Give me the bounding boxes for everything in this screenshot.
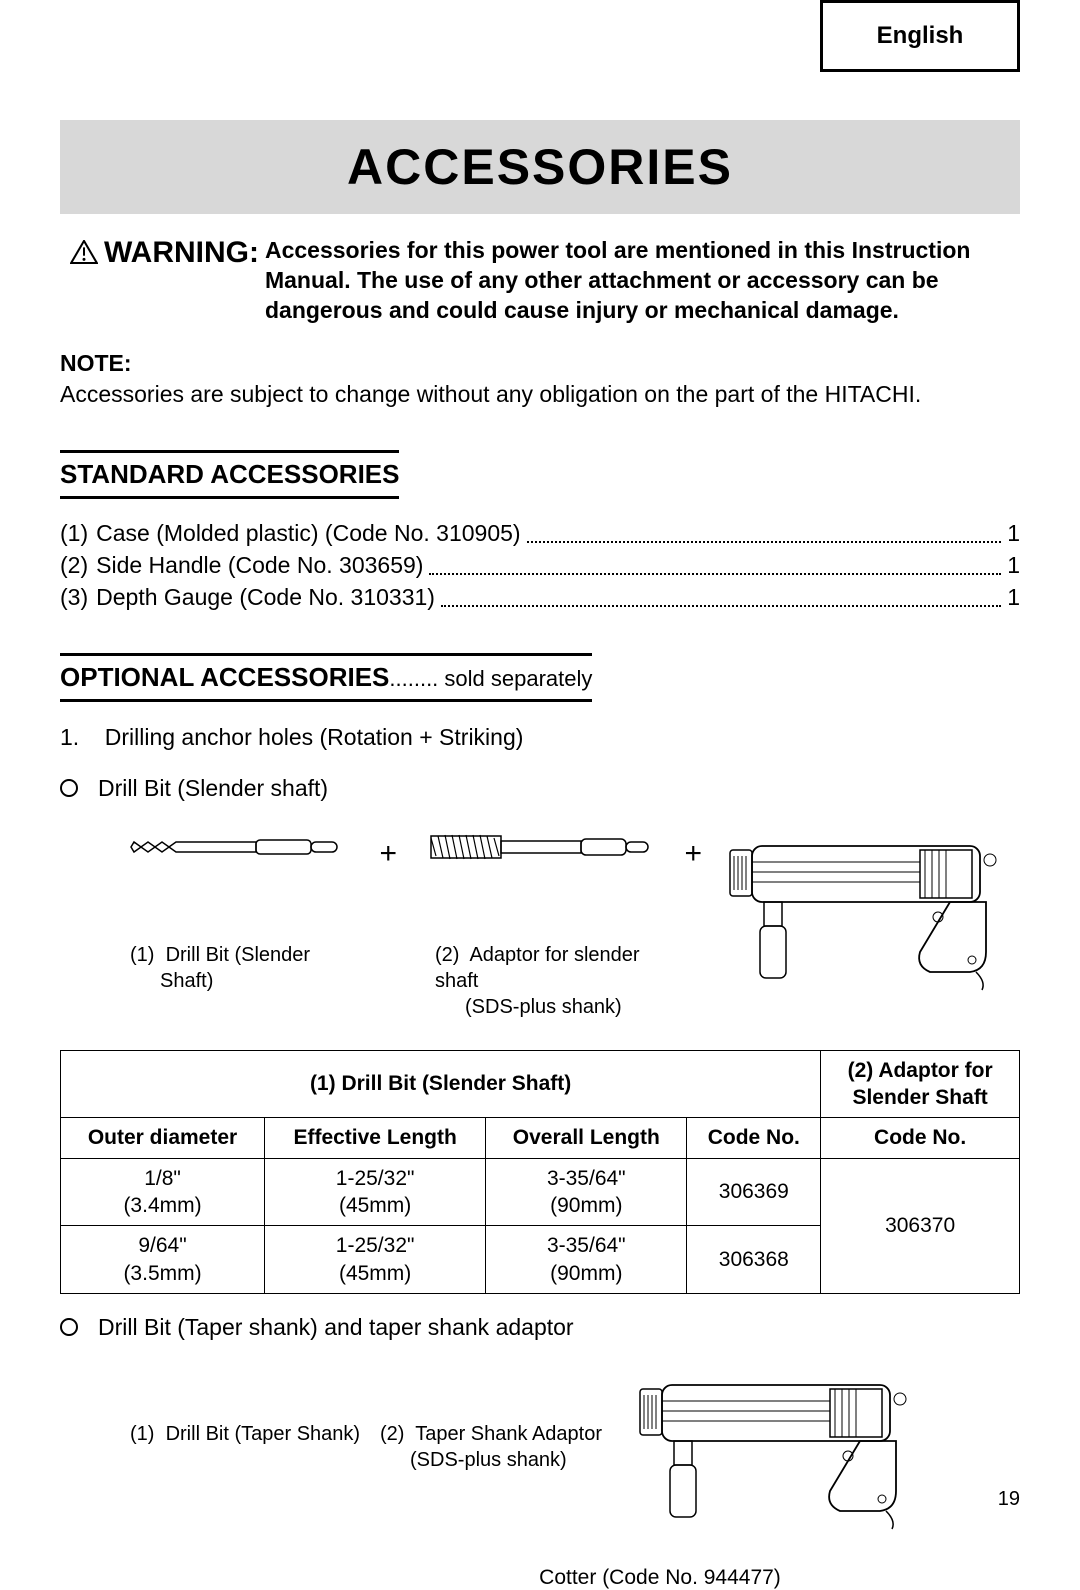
drill-bit-slender-icon (126, 832, 346, 862)
slender-caption-2: (2) Adaptor for slender shaft (SDS-plus … (415, 942, 666, 1020)
optional-item-1: 1. Drilling anchor holes (Rotation + Str… (60, 720, 1020, 755)
cotter-label: Cotter (Code No. 944477) (60, 1566, 1020, 1590)
optional-accessories-heading: OPTIONAL ACCESSORIES........ sold separa… (60, 653, 592, 702)
table-head-drillbit: (1) Drill Bit (Slender Shaft) (61, 1050, 821, 1118)
table-row: 1/8"(3.4mm) 1-25/32"(45mm) 3-35/64"(90mm… (61, 1158, 1020, 1226)
rotary-hammer-icon (720, 832, 1020, 992)
page-number: 19 (998, 1488, 1020, 1511)
slender-label: Drill Bit (Slender shaft) (98, 775, 328, 802)
table-head-adaptor: (2) Adaptor for Slender Shaft (821, 1050, 1020, 1118)
list-item: (1) Case (Molded plastic) (Code No. 3109… (60, 517, 1020, 549)
slender-shaft-table: (1) Drill Bit (Slender Shaft) (2) Adapto… (60, 1050, 1020, 1294)
table-subhead: Code No. (821, 1118, 1020, 1158)
language-box: English (820, 0, 1020, 72)
warning-text: Accessories for this power tool are ment… (265, 237, 970, 323)
standard-accessories-heading: STANDARD ACCESSORIES (60, 450, 399, 499)
plus-icon: + (379, 837, 397, 871)
list-item: (3) Depth Gauge (Code No. 310331) 1 (60, 581, 1020, 613)
taper-caption-2: (2) Taper Shank Adaptor (SDS-plus shank) (380, 1421, 630, 1473)
table-subhead: Effective Length (265, 1118, 486, 1158)
page-title: ACCESSORIES (347, 139, 733, 195)
taper-bullet-row: Drill Bit (Taper shank) and taper shank … (60, 1314, 1020, 1341)
note-text: Accessories are subject to change withou… (60, 381, 921, 407)
taper-label: Drill Bit (Taper shank) and taper shank … (98, 1314, 574, 1341)
taper-caption-1: (1) Drill Bit (Taper Shank) (130, 1421, 380, 1447)
warning-icon (70, 240, 98, 264)
slender-illustration-row: (1) Drill Bit (Slender Shaft) + (2) Adap… (60, 832, 1020, 1020)
adaptor-code-cell: 306370 (821, 1158, 1020, 1293)
table-subhead: Overall Length (486, 1118, 687, 1158)
adaptor-slender-icon (426, 832, 656, 862)
table-subhead: Outer diameter (61, 1118, 265, 1158)
note-block: NOTE: Accessories are subject to change … (60, 348, 1020, 410)
taper-illustration-row: (1) Drill Bit (Taper Shank) (2) Taper Sh… (60, 1371, 1020, 1536)
slender-caption-1: (1) Drill Bit (Slender Shaft) (110, 942, 310, 994)
rotary-hammer-icon (630, 1371, 930, 1531)
page-title-bar: ACCESSORIES (60, 120, 1020, 214)
table-subhead: Code No. (687, 1118, 821, 1158)
list-item: (2) Side Handle (Code No. 303659) 1 (60, 549, 1020, 581)
warning-label: WARNING: (104, 236, 259, 270)
circle-bullet-icon (60, 779, 78, 797)
circle-bullet-icon (60, 1318, 78, 1336)
standard-accessories-list: (1) Case (Molded plastic) (Code No. 3109… (60, 517, 1020, 614)
slender-bullet-row: Drill Bit (Slender shaft) (60, 775, 1020, 802)
note-label: NOTE: (60, 350, 132, 376)
plus-icon: + (684, 837, 702, 871)
warning-block: WARNING: Accessories for this power tool… (60, 236, 1020, 326)
language-label: English (877, 22, 964, 50)
